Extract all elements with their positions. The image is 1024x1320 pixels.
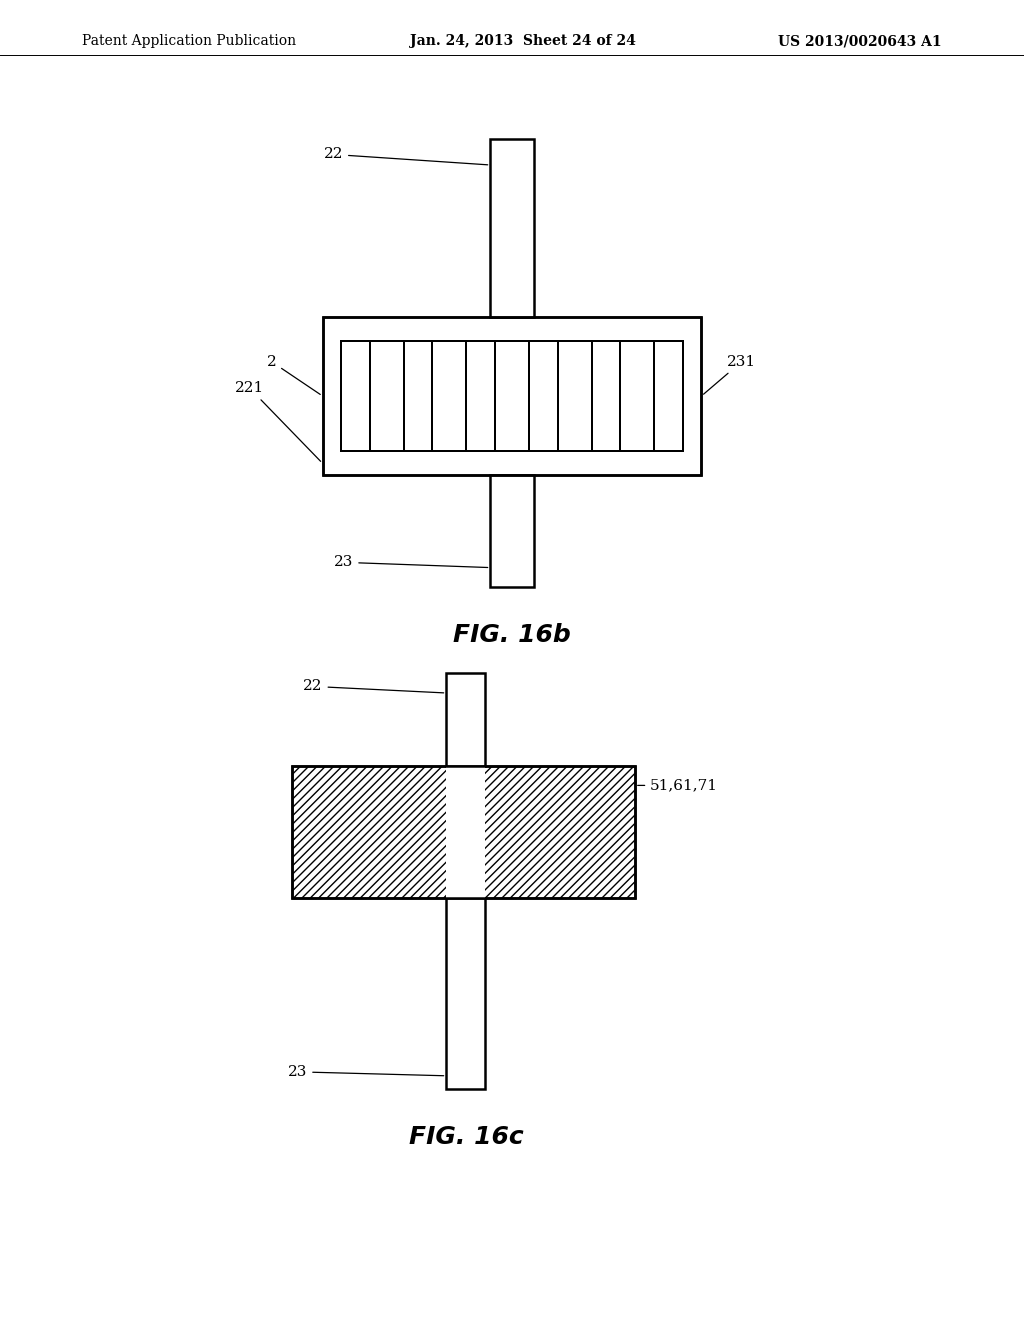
Text: US 2013/0020643 A1: US 2013/0020643 A1 xyxy=(778,34,942,49)
Polygon shape xyxy=(341,339,683,341)
Polygon shape xyxy=(446,898,485,1089)
Text: FIG. 16b: FIG. 16b xyxy=(454,623,570,647)
Bar xyxy=(292,766,635,898)
Text: 22: 22 xyxy=(303,680,443,693)
Polygon shape xyxy=(432,341,466,451)
Text: 231: 231 xyxy=(703,355,756,395)
Polygon shape xyxy=(621,341,654,451)
Text: 23: 23 xyxy=(334,556,487,569)
Text: 221: 221 xyxy=(234,381,321,461)
Text: FIG. 16c: FIG. 16c xyxy=(409,1125,523,1148)
Bar xyxy=(292,766,635,898)
Polygon shape xyxy=(490,475,534,587)
Polygon shape xyxy=(370,341,403,451)
Polygon shape xyxy=(558,341,592,451)
Text: Jan. 24, 2013  Sheet 24 of 24: Jan. 24, 2013 Sheet 24 of 24 xyxy=(410,34,636,49)
Text: 2: 2 xyxy=(266,355,321,395)
Polygon shape xyxy=(446,766,485,898)
Polygon shape xyxy=(446,673,485,766)
Polygon shape xyxy=(323,317,701,475)
Text: 22: 22 xyxy=(324,148,487,165)
Text: 23: 23 xyxy=(288,1065,443,1078)
Polygon shape xyxy=(496,341,529,451)
Text: Patent Application Publication: Patent Application Publication xyxy=(82,34,296,49)
Polygon shape xyxy=(490,139,534,317)
Text: 51,61,71: 51,61,71 xyxy=(638,779,718,792)
